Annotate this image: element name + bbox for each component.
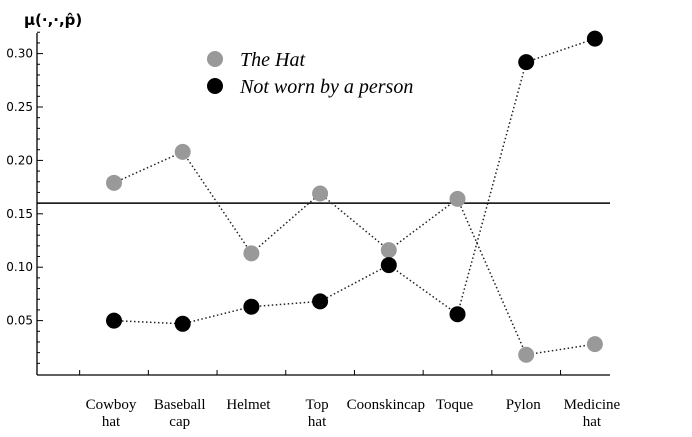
data-point-the-hat	[586, 336, 603, 353]
data-point-the-hat	[380, 242, 397, 259]
category-label: hat	[583, 414, 602, 430]
series-points	[106, 30, 603, 363]
category-label: hat	[102, 414, 121, 430]
category-label: Medicine	[564, 397, 621, 413]
y-tick-label: 0.15	[6, 207, 33, 221]
data-point-the-hat	[174, 143, 191, 160]
legend-marker-not-worn	[207, 78, 223, 94]
data-point-not-worn	[380, 257, 397, 274]
y-tick-label: 0.30	[6, 47, 33, 61]
legend-label-not-worn: Not worn by a person	[239, 76, 413, 98]
data-point-the-hat	[449, 190, 466, 207]
data-point-the-hat	[106, 174, 122, 191]
category-label: Pylon	[506, 397, 542, 413]
category-label: Baseball	[154, 397, 206, 413]
y-tick-label: 0.25	[6, 100, 33, 114]
data-point-the-hat	[312, 185, 329, 202]
data-point-not-worn	[243, 298, 260, 315]
axes: 0.05 0.10 0.15 0.20 0.25 0.30 μ(·,·,p̂)	[6, 11, 610, 376]
legend-label-the-hat: The Hat	[240, 49, 305, 71]
category-label: hat	[308, 414, 327, 430]
data-point-not-worn	[518, 54, 535, 71]
data-point-not-worn	[449, 306, 466, 323]
category-label: Toque	[436, 397, 474, 413]
data-point-not-worn	[312, 293, 329, 310]
category-label: cap	[169, 414, 190, 430]
category-label: Top	[306, 397, 329, 413]
series-lines	[113, 37, 596, 356]
legend-marker-the-hat	[207, 51, 223, 67]
data-point-not-worn	[106, 312, 122, 329]
y-tick-label: 0.20	[6, 153, 33, 167]
category-label: Cowboy	[86, 397, 137, 413]
data-point-not-worn	[174, 315, 191, 332]
series-line-not-worn	[113, 37, 596, 325]
data-point-the-hat	[518, 346, 535, 363]
category-label: Coonskincap	[347, 397, 425, 413]
series-line-the-hat	[113, 150, 596, 356]
y-tick-label: 0.10	[6, 260, 33, 274]
data-point-not-worn	[586, 30, 603, 47]
data-point-the-hat	[243, 245, 260, 262]
y-axis-label: μ(·,·,p̂)	[24, 11, 82, 29]
y-tick-label: 0.05	[6, 314, 33, 328]
category-label: Helmet	[226, 397, 271, 413]
legend: The Hat Not worn by a person	[207, 49, 413, 98]
